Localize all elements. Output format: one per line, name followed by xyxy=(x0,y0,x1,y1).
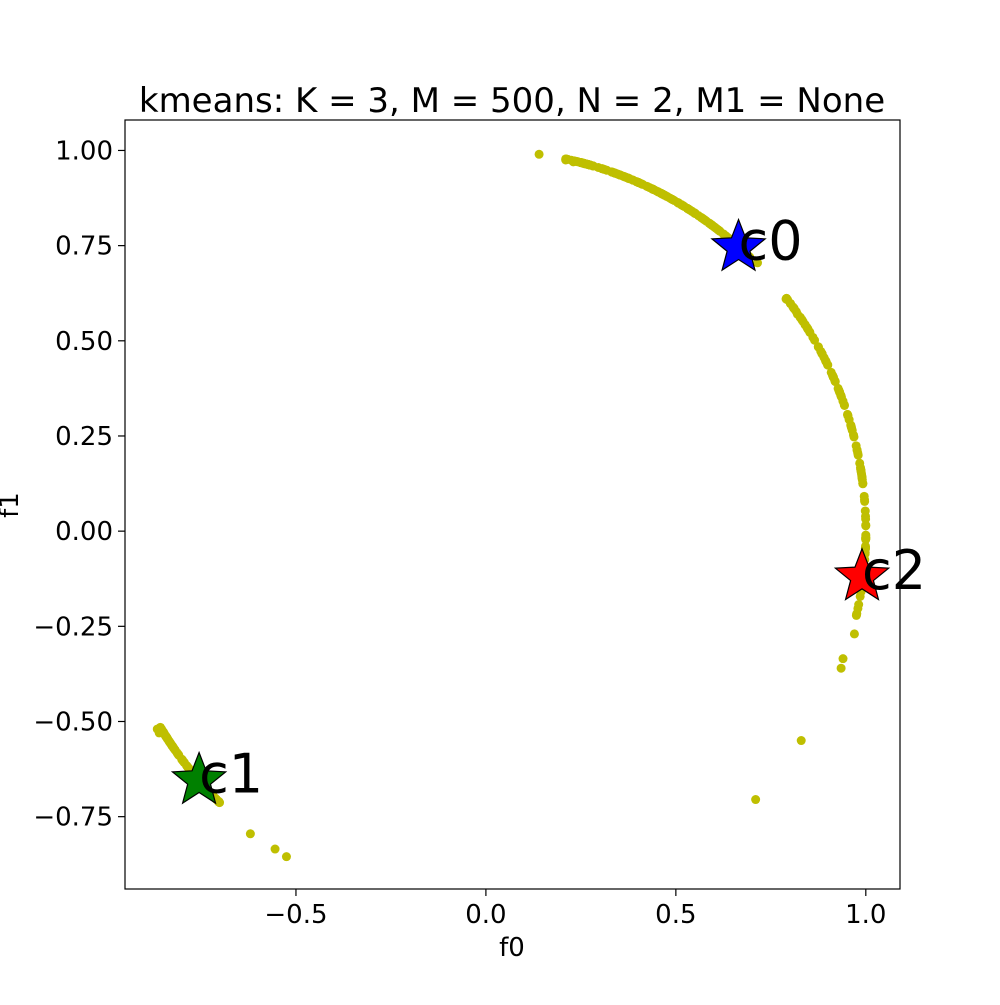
data-point xyxy=(684,205,694,215)
data-point xyxy=(830,376,840,386)
data-point xyxy=(856,466,866,476)
y-tick-label: −0.25 xyxy=(33,612,113,642)
data-point xyxy=(597,164,607,174)
data-point xyxy=(751,795,761,805)
y-tick-label: −0.75 xyxy=(33,803,113,833)
data-point xyxy=(858,479,868,489)
x-axis: −0.5 0.0 0.5 1.0 xyxy=(264,889,886,930)
x-axis-label: f0 xyxy=(499,933,525,963)
plot-frame xyxy=(124,119,901,890)
data-point xyxy=(669,195,679,205)
data-point xyxy=(822,359,832,369)
x-tick-label: −0.5 xyxy=(264,900,327,930)
data-point xyxy=(177,754,187,764)
data-point xyxy=(813,342,823,352)
center-c1-label: c1 xyxy=(199,743,263,806)
data-point xyxy=(860,542,870,552)
x-tick-label: 1.0 xyxy=(845,900,886,930)
data-point xyxy=(833,383,843,393)
data-point xyxy=(561,155,571,165)
y-axis-label: f1 xyxy=(0,492,25,518)
chart-title: kmeans: K = 3, M = 500, N = 2, M1 = None xyxy=(139,81,885,121)
data-point xyxy=(860,506,870,516)
data-point xyxy=(860,496,870,506)
center-c2-marker xyxy=(833,547,891,601)
data-point xyxy=(810,335,820,345)
data-point xyxy=(861,521,871,531)
data-point xyxy=(853,448,863,458)
data-point xyxy=(580,159,590,169)
data-point xyxy=(628,175,638,185)
data-point xyxy=(861,534,871,544)
data-point xyxy=(753,258,763,268)
center-c1-marker xyxy=(170,750,228,805)
data-point xyxy=(802,322,812,332)
center-c0-marker xyxy=(710,217,767,272)
data-point xyxy=(245,829,255,839)
data-point xyxy=(648,184,658,194)
data-point xyxy=(839,400,849,410)
data-point xyxy=(849,629,859,639)
data-point xyxy=(844,415,854,425)
y-tick-label: −0.50 xyxy=(33,707,113,737)
x-tick-label: 0.5 xyxy=(655,900,696,930)
y-tick-label: 0.75 xyxy=(55,232,113,262)
data-point xyxy=(836,663,846,673)
data-point xyxy=(849,432,859,442)
data-point xyxy=(611,168,621,178)
cluster-centers: c0 c1 c2 xyxy=(170,210,926,806)
data-point xyxy=(534,149,544,159)
center-c0-label: c0 xyxy=(739,210,803,273)
data-point xyxy=(281,852,291,862)
data-point xyxy=(270,844,280,854)
data-point xyxy=(214,797,224,807)
y-axis: 1.00 0.75 0.50 0.25 0.00 −0.25 −0.50 −0.75 xyxy=(33,136,125,833)
y-tick-label: 1.00 xyxy=(55,136,113,166)
data-point xyxy=(568,157,578,167)
center-c2-label: c2 xyxy=(862,539,926,602)
data-point xyxy=(154,728,164,738)
data-point xyxy=(836,390,846,400)
y-tick-label: 0.00 xyxy=(55,517,113,547)
data-point xyxy=(852,610,862,620)
data-point xyxy=(781,294,791,304)
y-tick-label: 0.25 xyxy=(55,422,113,452)
x-tick-label: 0.0 xyxy=(465,900,506,930)
data-point xyxy=(718,229,728,239)
data-point xyxy=(854,600,864,610)
data-point xyxy=(792,309,802,319)
data-point xyxy=(826,367,836,377)
data-point xyxy=(796,736,806,746)
data-point xyxy=(847,423,857,433)
data-point xyxy=(838,654,848,664)
data-point xyxy=(658,189,668,199)
y-tick-label: 0.50 xyxy=(55,327,113,357)
data-point xyxy=(693,211,703,221)
data-point xyxy=(183,763,193,773)
